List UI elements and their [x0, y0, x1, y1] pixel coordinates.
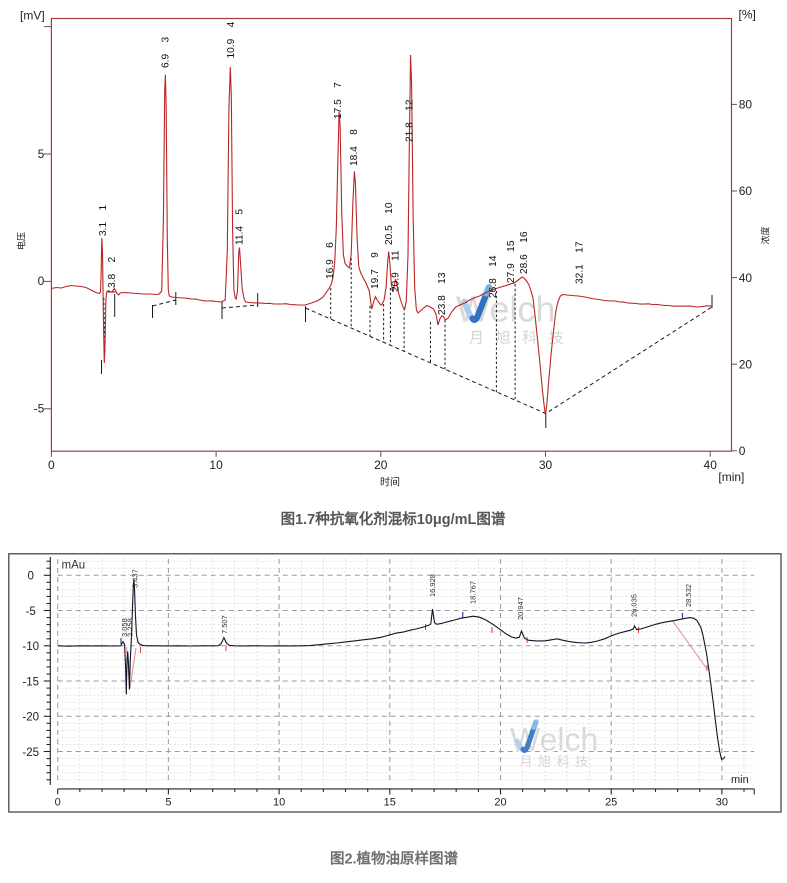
svg-text:10: 10 — [273, 797, 285, 809]
svg-text:月旭科技: 月旭科技 — [520, 754, 594, 769]
svg-text:32.1 17: 32.1 17 — [575, 241, 586, 284]
svg-text:16.9 6: 16.9 6 — [325, 242, 336, 279]
svg-text:18.767: 18.767 — [469, 581, 478, 604]
svg-text:5: 5 — [38, 147, 45, 161]
svg-text:3.258: 3.258 — [126, 618, 135, 637]
svg-text:10: 10 — [209, 458, 223, 472]
svg-text:21.8 12: 21.8 12 — [405, 99, 416, 142]
svg-text:月旭科技: 月旭科技 — [469, 330, 575, 347]
svg-text:-20: -20 — [22, 712, 39, 724]
svg-text:16.928: 16.928 — [428, 574, 437, 597]
svg-text:0: 0 — [27, 571, 33, 583]
svg-text:-10: -10 — [22, 641, 39, 653]
svg-text:0: 0 — [38, 274, 45, 288]
svg-text:28.532: 28.532 — [684, 584, 693, 607]
svg-text:17.5 7: 17.5 7 — [333, 82, 344, 119]
svg-text:19.7 9: 19.7 9 — [370, 252, 381, 289]
svg-text:80: 80 — [739, 98, 753, 112]
svg-text:23.8 13: 23.8 13 — [437, 272, 448, 315]
svg-text:Welch: Welch — [456, 289, 555, 330]
svg-text:-25: -25 — [22, 747, 39, 759]
svg-text:30: 30 — [716, 797, 728, 809]
svg-text:30: 30 — [539, 458, 553, 472]
svg-text:40: 40 — [739, 271, 753, 285]
svg-text:-15: -15 — [22, 676, 39, 688]
svg-text:0: 0 — [48, 458, 55, 472]
svg-text:月旭科技: 月旭科技 — [471, 331, 577, 348]
svg-text:26.035: 26.035 — [630, 594, 639, 617]
svg-text:时间: 时间 — [380, 476, 400, 489]
svg-text:27.9 15: 27.9 15 — [506, 240, 517, 283]
svg-text:月旭科技: 月旭科技 — [521, 755, 595, 770]
svg-text:60: 60 — [739, 184, 753, 198]
svg-text:Welch: Welch — [511, 723, 599, 759]
svg-text:3.8 2: 3.8 2 — [107, 257, 118, 288]
svg-text:18.4 8: 18.4 8 — [349, 129, 360, 166]
svg-text:min: min — [731, 774, 749, 786]
svg-text:图1.7种抗氧化剂混标10μg/mL图谱: 图1.7种抗氧化剂混标10μg/mL图谱 — [281, 510, 506, 528]
svg-text:3.437: 3.437 — [131, 569, 140, 588]
svg-text:-5: -5 — [34, 402, 45, 416]
svg-text:0: 0 — [739, 444, 746, 458]
svg-text:Welch: Welch — [458, 290, 557, 331]
svg-text:20: 20 — [374, 458, 388, 472]
svg-text:7.507: 7.507 — [220, 615, 229, 634]
svg-text:图2.植物油原样图谱: 图2.植物油原样图谱 — [330, 850, 459, 868]
svg-text:浓度: 浓度 — [760, 226, 771, 244]
svg-text:20: 20 — [739, 357, 753, 371]
svg-text:20.947: 20.947 — [516, 597, 525, 620]
svg-text:3.058: 3.058 — [120, 618, 129, 637]
svg-text:15: 15 — [384, 797, 396, 809]
svg-text:11.4 5: 11.4 5 — [234, 209, 245, 245]
svg-text:[%]: [%] — [739, 8, 756, 22]
svg-text:-5: -5 — [26, 606, 36, 618]
svg-text:28.6 16: 28.6 16 — [519, 231, 530, 274]
svg-text:0: 0 — [55, 797, 61, 809]
svg-text:26.8 14: 26.8 14 — [488, 255, 499, 298]
svg-text:10.9 4: 10.9 4 — [226, 21, 237, 58]
svg-text:40: 40 — [704, 458, 718, 472]
svg-text:6.9 3: 6.9 3 — [161, 37, 172, 68]
svg-text:mAu: mAu — [62, 560, 86, 572]
svg-text:电压: 电压 — [16, 232, 27, 250]
svg-text:[mV]: [mV] — [20, 9, 45, 23]
svg-text:20.5 10: 20.5 10 — [384, 202, 395, 245]
svg-text:20.9 11: 20.9 11 — [391, 250, 402, 292]
svg-text:5: 5 — [165, 797, 171, 809]
svg-text:20: 20 — [494, 797, 506, 809]
svg-text:3.1 1: 3.1 1 — [98, 205, 109, 236]
svg-text:25: 25 — [605, 797, 617, 809]
svg-text:[min]: [min] — [718, 470, 744, 484]
